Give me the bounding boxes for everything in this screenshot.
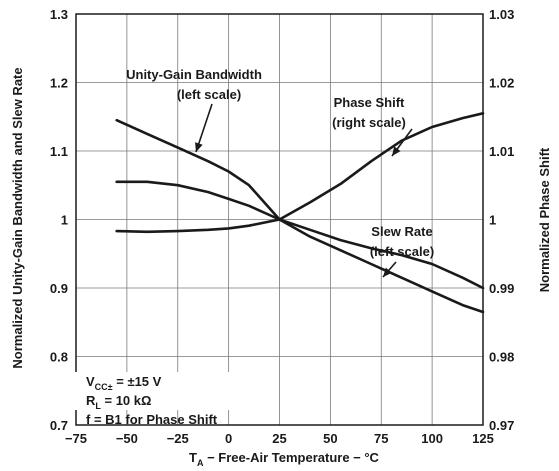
annotation-phase-line1: Phase Shift <box>334 95 405 110</box>
y-right-tick-label: 0.97 <box>489 418 514 433</box>
series-line-slew-rate <box>115 180 485 290</box>
y-axis-label-right: Normalized Phase Shift <box>537 147 552 292</box>
y-right-tick-label: 1.01 <box>489 144 514 159</box>
y-right-tick-label: 1.02 <box>489 76 514 91</box>
y-left-tick-label: 0.7 <box>50 418 68 433</box>
x-tick-label: 25 <box>272 431 286 446</box>
y-left-tick-label: 0.9 <box>50 281 68 296</box>
annotation-ugbw-line1: Unity-Gain Bandwidth <box>126 67 262 82</box>
x-axis-label: TA − Free-Air Temperature − °C <box>189 450 380 468</box>
y-right-tick-label: 0.98 <box>489 350 514 365</box>
y-left-tick-label: 1 <box>61 213 68 228</box>
y-right-tick-label: 1 <box>489 213 496 228</box>
condition-rl: RL = 10 kΩ <box>86 393 151 411</box>
condition-vcc: VCC± = ±15 V <box>86 374 162 392</box>
x-tick-label: 100 <box>421 431 443 446</box>
conditions-background <box>72 372 266 410</box>
x-tick-label: −25 <box>167 431 189 446</box>
condition-f: f = B1 for Phase Shift <box>86 412 218 427</box>
annotation-arrowhead <box>383 267 392 277</box>
series-line-phase-shift <box>115 112 485 234</box>
annotation-leaders <box>195 103 413 278</box>
x-tick-label: 0 <box>225 431 232 446</box>
annotation-ugbw-line2: (left scale) <box>177 87 241 102</box>
y-right-tick-label: 0.99 <box>489 281 514 296</box>
x-tick-label: 125 <box>472 431 494 446</box>
y-right-tick-label: 1.03 <box>489 7 514 22</box>
annotation-arrowhead <box>392 146 401 156</box>
annotation-arrowhead <box>195 142 203 152</box>
y-axis-label-left: Normalized Unity-Gain Bandwidth and Slew… <box>10 67 25 368</box>
annotation-slew-line1: Slew Rate <box>371 224 432 239</box>
series-lines <box>115 112 485 314</box>
y-left-tick-label: 0.8 <box>50 350 68 365</box>
annotation-slew-line2: (left scale) <box>370 244 434 259</box>
annotation-phase-line2: (right scale) <box>332 115 406 130</box>
series-line-unity-gain-bandwidth <box>115 118 485 314</box>
x-tick-label: 75 <box>374 431 388 446</box>
y-left-tick-label: 1.1 <box>50 144 68 159</box>
y-left-tick-label: 1.3 <box>50 7 68 22</box>
x-tick-label: 50 <box>323 431 337 446</box>
x-tick-label: −75 <box>65 431 87 446</box>
x-tick-label: −50 <box>116 431 138 446</box>
plot-frame <box>75 13 484 426</box>
y-left-tick-label: 1.2 <box>50 76 68 91</box>
ticks: −75 −50 −25 0 25 50 75 100 125 0.7 0.8 0.9 1 1.1 1.2 1.… <box>50 7 514 446</box>
grid <box>76 14 483 425</box>
